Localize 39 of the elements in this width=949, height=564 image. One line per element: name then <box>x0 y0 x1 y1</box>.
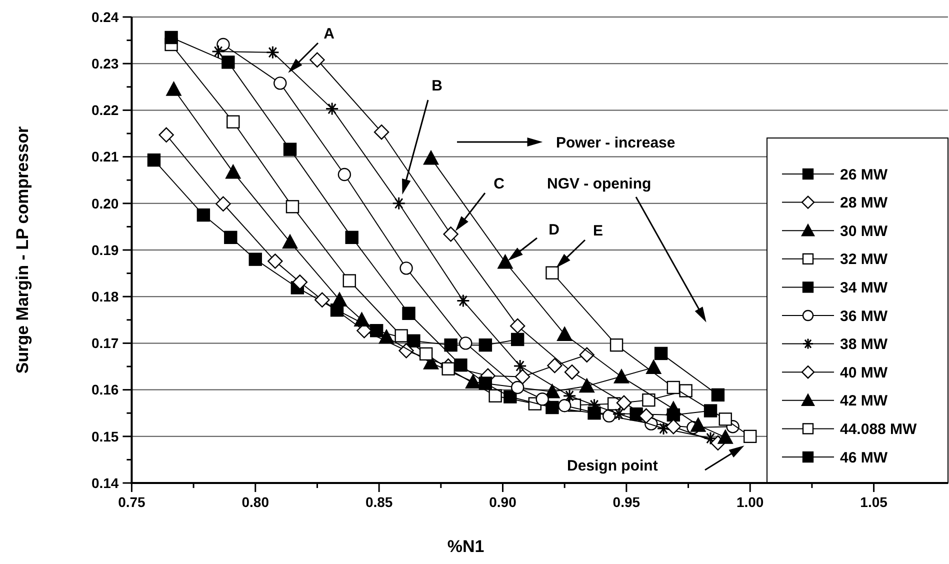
y-tick-label: 0.22 <box>91 102 119 118</box>
legend-label: 26 MW <box>840 166 888 184</box>
annotation: E <box>592 222 604 240</box>
y-tick-label: 0.19 <box>91 242 119 258</box>
y-tick-label: 0.16 <box>91 382 119 398</box>
y-tick-label: 0.20 <box>91 195 119 212</box>
legend-label: 28 MW <box>840 194 888 212</box>
annotation: Power - increase <box>556 134 676 152</box>
x-tick-label: 0.85 <box>365 494 393 510</box>
legend-label: 34 MW <box>840 279 888 296</box>
y-tick-label: 0.23 <box>91 56 119 72</box>
y-tick-label: 0.15 <box>91 428 119 444</box>
legend-label: 32 MW <box>840 251 888 268</box>
x-tick-label: 0.80 <box>242 494 270 510</box>
x-tick-label: 0.75 <box>118 494 146 510</box>
x-tick-label: 1.05 <box>860 494 888 510</box>
y-axis-title: Surge Margin - LP compressor <box>13 126 32 374</box>
y-tick-label: 0.18 <box>91 288 119 304</box>
legend-label: 38 MW <box>840 336 888 354</box>
annotation: B <box>432 77 443 94</box>
annotation: Design point <box>567 457 658 474</box>
x-tick-label: 0.90 <box>489 494 517 510</box>
legend-label: 30 MW <box>840 222 888 240</box>
x-axis-title: %N1 <box>447 537 484 556</box>
legend-label: 42 MW <box>840 392 888 410</box>
y-tick-label: 0.21 <box>91 148 119 165</box>
x-tick-label: 0.95 <box>612 494 640 510</box>
annotation: A <box>324 25 335 42</box>
legend-label: 40 MW <box>840 364 888 382</box>
y-tick-label: 0.17 <box>91 335 119 352</box>
y-tick-label: 0.24 <box>91 8 119 25</box>
annotation: C <box>494 175 505 192</box>
y-tick-label: 0.14 <box>91 474 119 491</box>
legend-label: 36 MW <box>840 308 888 325</box>
x-tick-label: 1.00 <box>736 494 764 510</box>
legend-label: 44.088 MW <box>840 420 918 438</box>
annotation: D <box>548 221 560 238</box>
annotation: NGV - opening <box>547 175 652 192</box>
legend-label: 46 MW <box>840 449 888 466</box>
